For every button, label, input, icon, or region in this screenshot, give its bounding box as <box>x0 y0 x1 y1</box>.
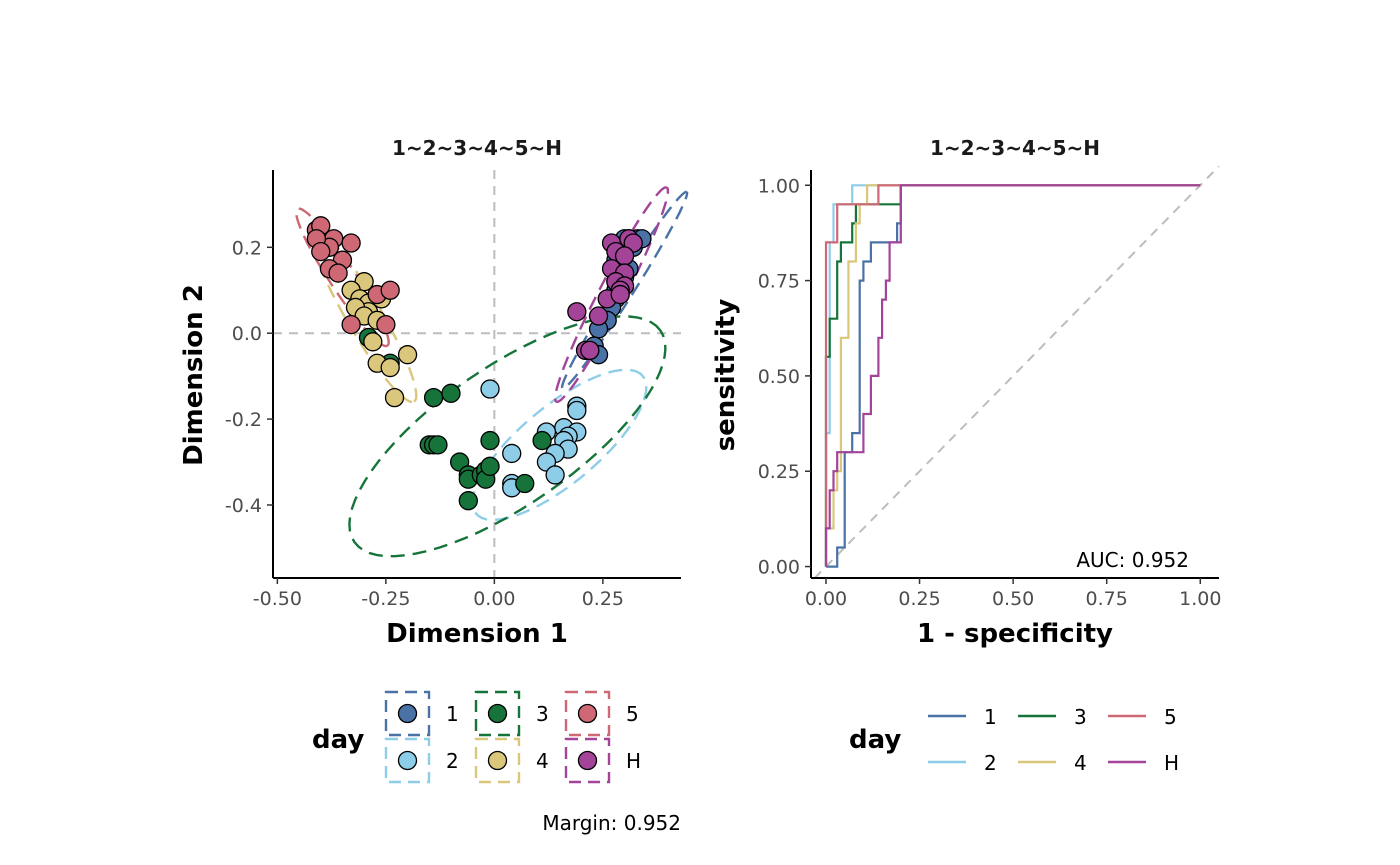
scatter-legend-title: day <box>312 725 364 755</box>
legend-label-day-H: H <box>626 749 641 773</box>
y-tick-label: -0.4 <box>225 495 262 517</box>
point-day-5 <box>341 314 361 335</box>
legend-label-day-5: 5 <box>1164 705 1177 729</box>
roc-legend: day 1 2 3 4 5 H <box>849 705 1179 775</box>
roc-reference-line <box>814 165 1220 579</box>
point-day-H <box>580 340 600 361</box>
point-day-2 <box>502 443 522 464</box>
point-day-3 <box>441 383 461 403</box>
point-day-5 <box>311 241 331 262</box>
legend-key-point-day-4 <box>487 750 508 771</box>
y-tick-label: 0.2 <box>232 237 262 259</box>
point-day-3 <box>458 491 478 511</box>
legend-label-day-1: 1 <box>984 705 997 729</box>
point-day-H <box>567 302 587 322</box>
legend-label-day-H: H <box>1164 751 1179 775</box>
x-tick-label: -0.25 <box>361 588 410 610</box>
x-tick-label: 0.25 <box>582 588 624 610</box>
y-tick-label: 0.00 <box>758 557 800 579</box>
scatter-x-axis-title: Dimension 1 <box>386 619 568 649</box>
roc-axes: 0.00 0.25 0.50 0.75 1.00 0.00 0.25 0.50 0.75 1.00 <box>758 170 1221 610</box>
roc-x-axis-title: 1 - specificity <box>917 619 1113 649</box>
legend-label-day-1: 1 <box>446 702 459 726</box>
x-tick-label: 0.75 <box>1086 588 1128 610</box>
legend-key-box-day-2 <box>384 737 431 784</box>
scatter-legend: day 1 2 3 4 5 H <box>312 690 641 784</box>
roc-curve-day-H <box>824 184 1201 567</box>
point-day-2 <box>545 465 565 485</box>
point-day-4 <box>363 332 383 352</box>
legend-key-point-day-5 <box>577 703 598 724</box>
x-tick-label: 0.25 <box>898 588 940 610</box>
legend-label-day-4: 4 <box>1074 751 1087 775</box>
point-day-4 <box>380 357 400 378</box>
diagonal-chance-line <box>814 165 1220 579</box>
legend-key-point-day-H <box>577 750 598 771</box>
point-day-4 <box>397 345 418 365</box>
scatter-points <box>306 216 652 511</box>
y-tick-label: 0.75 <box>758 271 800 293</box>
scatter-reference-lines <box>273 170 681 578</box>
auc-annotation: AUC: 0.952 <box>1076 548 1189 572</box>
legend-label-day-3: 3 <box>536 702 549 726</box>
point-day-5 <box>328 263 348 283</box>
scatter-y-axis-title: Dimension 2 <box>179 284 209 466</box>
point-day-3 <box>480 456 500 476</box>
roc-y-axis-title: sensitivity <box>711 299 741 452</box>
x-tick-label: 0.00 <box>473 588 515 610</box>
legend-key-point-day-1 <box>397 703 418 724</box>
ellipse-day-H <box>553 186 670 404</box>
x-tick-label: 0.50 <box>992 588 1034 610</box>
legend-label-day-2: 2 <box>984 751 997 775</box>
legend-label-day-5: 5 <box>626 702 639 726</box>
point-day-2 <box>480 379 500 399</box>
roc-title: 1~2~3~4~5~H <box>930 136 1100 160</box>
legend-label-day-2: 2 <box>446 749 459 773</box>
legend-key-box-day-5 <box>564 690 611 737</box>
legend-key-box-day-4 <box>474 737 521 784</box>
point-day-H <box>610 284 630 305</box>
y-tick-label: 1.00 <box>758 175 800 197</box>
ellipse-day-3 <box>348 315 667 558</box>
y-tick-label: -0.2 <box>225 409 262 431</box>
roc-curve-day-1 <box>826 184 1201 568</box>
legend-key-box-day-3 <box>474 690 521 737</box>
point-day-4 <box>384 387 405 408</box>
point-day-3 <box>480 430 500 451</box>
point-day-3 <box>515 473 535 494</box>
legend-label-day-3: 3 <box>1074 705 1087 729</box>
point-day-5 <box>341 233 361 253</box>
y-tick-label: 0.0 <box>232 323 262 345</box>
roc-curve-day-5 <box>824 184 1201 567</box>
legend-key-box-day-H <box>564 737 611 784</box>
roc-curves <box>824 184 1201 568</box>
x-tick-label: 0.00 <box>805 588 847 610</box>
legend-label-day-4: 4 <box>536 749 549 773</box>
point-day-3 <box>428 435 448 455</box>
point-day-H <box>588 306 609 326</box>
legend-key-point-day-3 <box>487 703 508 724</box>
y-tick-label: 0.50 <box>758 366 800 388</box>
point-day-3 <box>423 387 444 408</box>
scatter-axes: -0.50 -0.25 0.00 0.25 0.2 0.0 -0.2 -0.4 <box>225 170 681 610</box>
point-day-2 <box>567 400 587 421</box>
x-tick-label: -0.50 <box>253 588 302 610</box>
roc-panel: 1~2~3~4~5~H 0.00 0.25 0.50 0.75 1.00 0.00 0.25… <box>711 136 1221 775</box>
ellipse-day-2 <box>471 368 648 522</box>
point-day-5 <box>376 314 396 335</box>
roc-curve-day-3 <box>824 184 1201 567</box>
scatter-title: 1~2~3~4~5~H <box>392 136 562 160</box>
margin-note: Margin: 0.952 <box>542 811 681 835</box>
x-tick-label: 1.00 <box>1179 588 1221 610</box>
y-tick-label: 0.25 <box>758 461 800 483</box>
scatter-panel: 1~2~3~4~5~H -0.50 -0.25 0.00 0.250.20.0-0.2… <box>179 136 689 835</box>
legend-key-box-day-1 <box>384 690 431 737</box>
point-day-5 <box>380 280 400 300</box>
legend-key-point-day-2 <box>397 750 418 771</box>
point-day-3 <box>532 430 552 451</box>
roc-legend-title: day <box>849 725 901 755</box>
